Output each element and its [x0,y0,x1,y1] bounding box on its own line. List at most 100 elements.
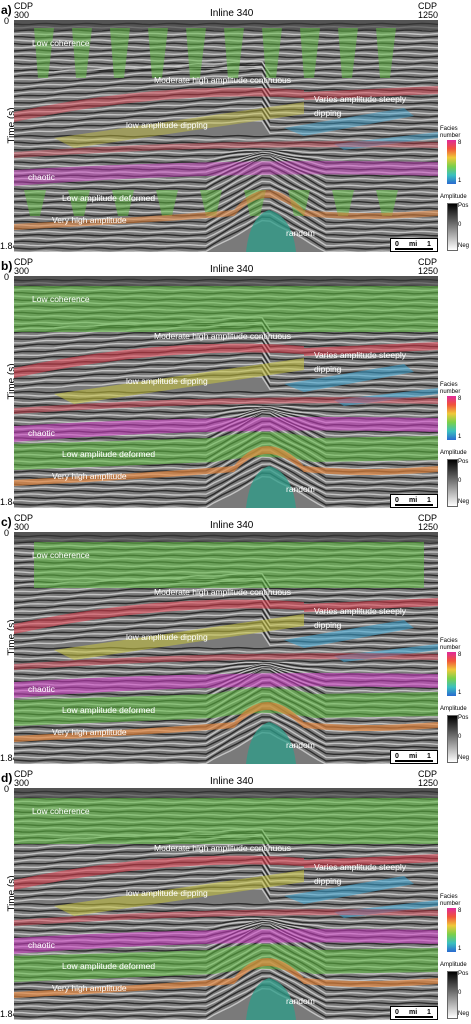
reflector-line [14,149,438,155]
facies-low-amplitude-deformed [112,190,134,216]
reflector-line [14,980,438,1015]
facies-low-coherence [34,542,424,588]
facies-red-lower [14,909,438,926]
facies-red-band [14,855,304,890]
reflector-line [14,918,438,929]
amplitude-neg-label: Neg [458,243,470,249]
facies-low-amplitude-deformed [288,190,310,216]
scale-line [395,504,433,506]
panel-letter: b) [1,259,13,273]
facies-legend-title: Facies number [440,382,460,396]
facies-max-label: 8 [458,396,462,402]
label-low-coherence: Low coherence [32,294,90,304]
facies-low-coherence [110,28,130,78]
facies-chaotic [14,673,438,698]
inline-title: Inline 340 [210,8,254,19]
time-end-label: 1.84 [0,497,18,507]
amplitude-colorbar [447,459,458,507]
facies-random [246,466,296,508]
facies-low-amplitude-deformed [14,688,438,726]
amplitude-zero-label: 0 [458,478,462,484]
reflector-line [14,219,438,252]
facies-red-band [14,343,304,378]
label-varies-amplitude: Varies amplitude steeply [314,94,407,104]
facies-steep-dipping-2 [334,900,438,918]
amplitude-colorbar [447,203,458,251]
facies-red-band [14,599,304,634]
amplitude-neg-label: Neg [458,499,470,505]
label-low-amplitude-dipping: low amplitude dipping [126,632,208,642]
inline-title: Inline 340 [210,520,254,531]
label-dipping: dipping [314,620,342,630]
facies-very-high-amplitude [14,702,438,742]
reflector-line [14,452,438,486]
facies-random [246,978,296,1020]
cdp-left-value: 300 [14,522,30,532]
scale-one: 1 [427,1009,431,1016]
facies-labels: Low coherence Moderate high amplitude co… [28,38,407,238]
scale-line [395,760,433,762]
facies-steep-dipping-2 [334,132,438,150]
scale-bar: 0 mi 1 [390,494,438,508]
label-dipping: dipping [314,364,342,374]
reflector-line [14,154,438,181]
label-very-high-amplitude: Very high amplitude [52,215,127,225]
seismic-panel: a) CDP 300 CDP 1250 Inline 340 0 1.84 Ti… [0,0,471,256]
reflector-line [14,154,438,178]
cdp-title: CDP [14,1,34,11]
label-low-amplitude-deformed: Low amplitude deformed [62,705,155,715]
reflector-line [14,134,438,138]
scale-unit: mi [409,1009,418,1016]
cdp-left-label: CDP 300 [14,514,33,532]
top-band [14,20,438,30]
label-very-high-amplitude: Very high amplitude [52,983,127,993]
seismic-section: Low coherence Moderate high amplitude co… [14,276,438,508]
reflector-line [14,151,438,164]
facies-low-amplitude-deformed [24,190,46,216]
facies-random [246,210,296,252]
label-low-amplitude-deformed: Low amplitude deformed [62,961,155,971]
label-random: random [286,228,315,238]
facies-random [246,722,296,764]
facies-low-amplitude-deformed [156,190,178,216]
facies-steep-dipping [284,876,414,904]
reflector-line [14,152,438,171]
label-moderate-high-amplitude: Moderate high amplitude continuous [154,843,291,853]
cdp-title: CDP [418,513,438,523]
facies-steep-dipping-2 [334,644,438,662]
scale-bar: 0 mi 1 [390,238,438,252]
reflector-line [14,106,438,122]
reflector-line [14,728,438,762]
reflector-line [14,150,438,158]
facies-title-line2: number [440,389,461,395]
reflector-line [14,724,438,759]
reflector-line [14,472,438,506]
facies-min-label: 1 [458,434,462,440]
label-random: random [286,996,315,1006]
seismic-panel: c) CDP 300 CDP 1250 Inline 340 0 1.84 Ti… [0,512,471,768]
reflector-line [14,86,438,102]
reflector-line [14,212,438,247]
label-chaotic: chaotic [28,684,56,694]
reflector-line [14,200,438,234]
facies-low-coherence [300,28,320,78]
scale-unit: mi [409,753,418,760]
reflector-line [14,719,438,752]
reflector-line [14,216,438,250]
reflector-line [14,405,438,411]
facies-low-amplitude-deformed [14,432,438,470]
label-low-amplitude-dipping: low amplitude dipping [126,120,208,130]
reflector-line [14,154,438,174]
reflector-line [14,406,438,414]
reflector-line [14,204,438,237]
reflector-line [14,716,438,749]
reflector-line [14,731,438,764]
facies-legend-title: Facies number [440,126,460,140]
reflector-line [14,155,438,184]
facies-low-coherence [186,28,206,78]
label-chaotic: chaotic [28,428,56,438]
facies-very-high-amplitude [14,190,438,230]
reflector-line [14,463,438,496]
scale-line [395,248,433,250]
time-start-label: 0 [4,272,10,282]
